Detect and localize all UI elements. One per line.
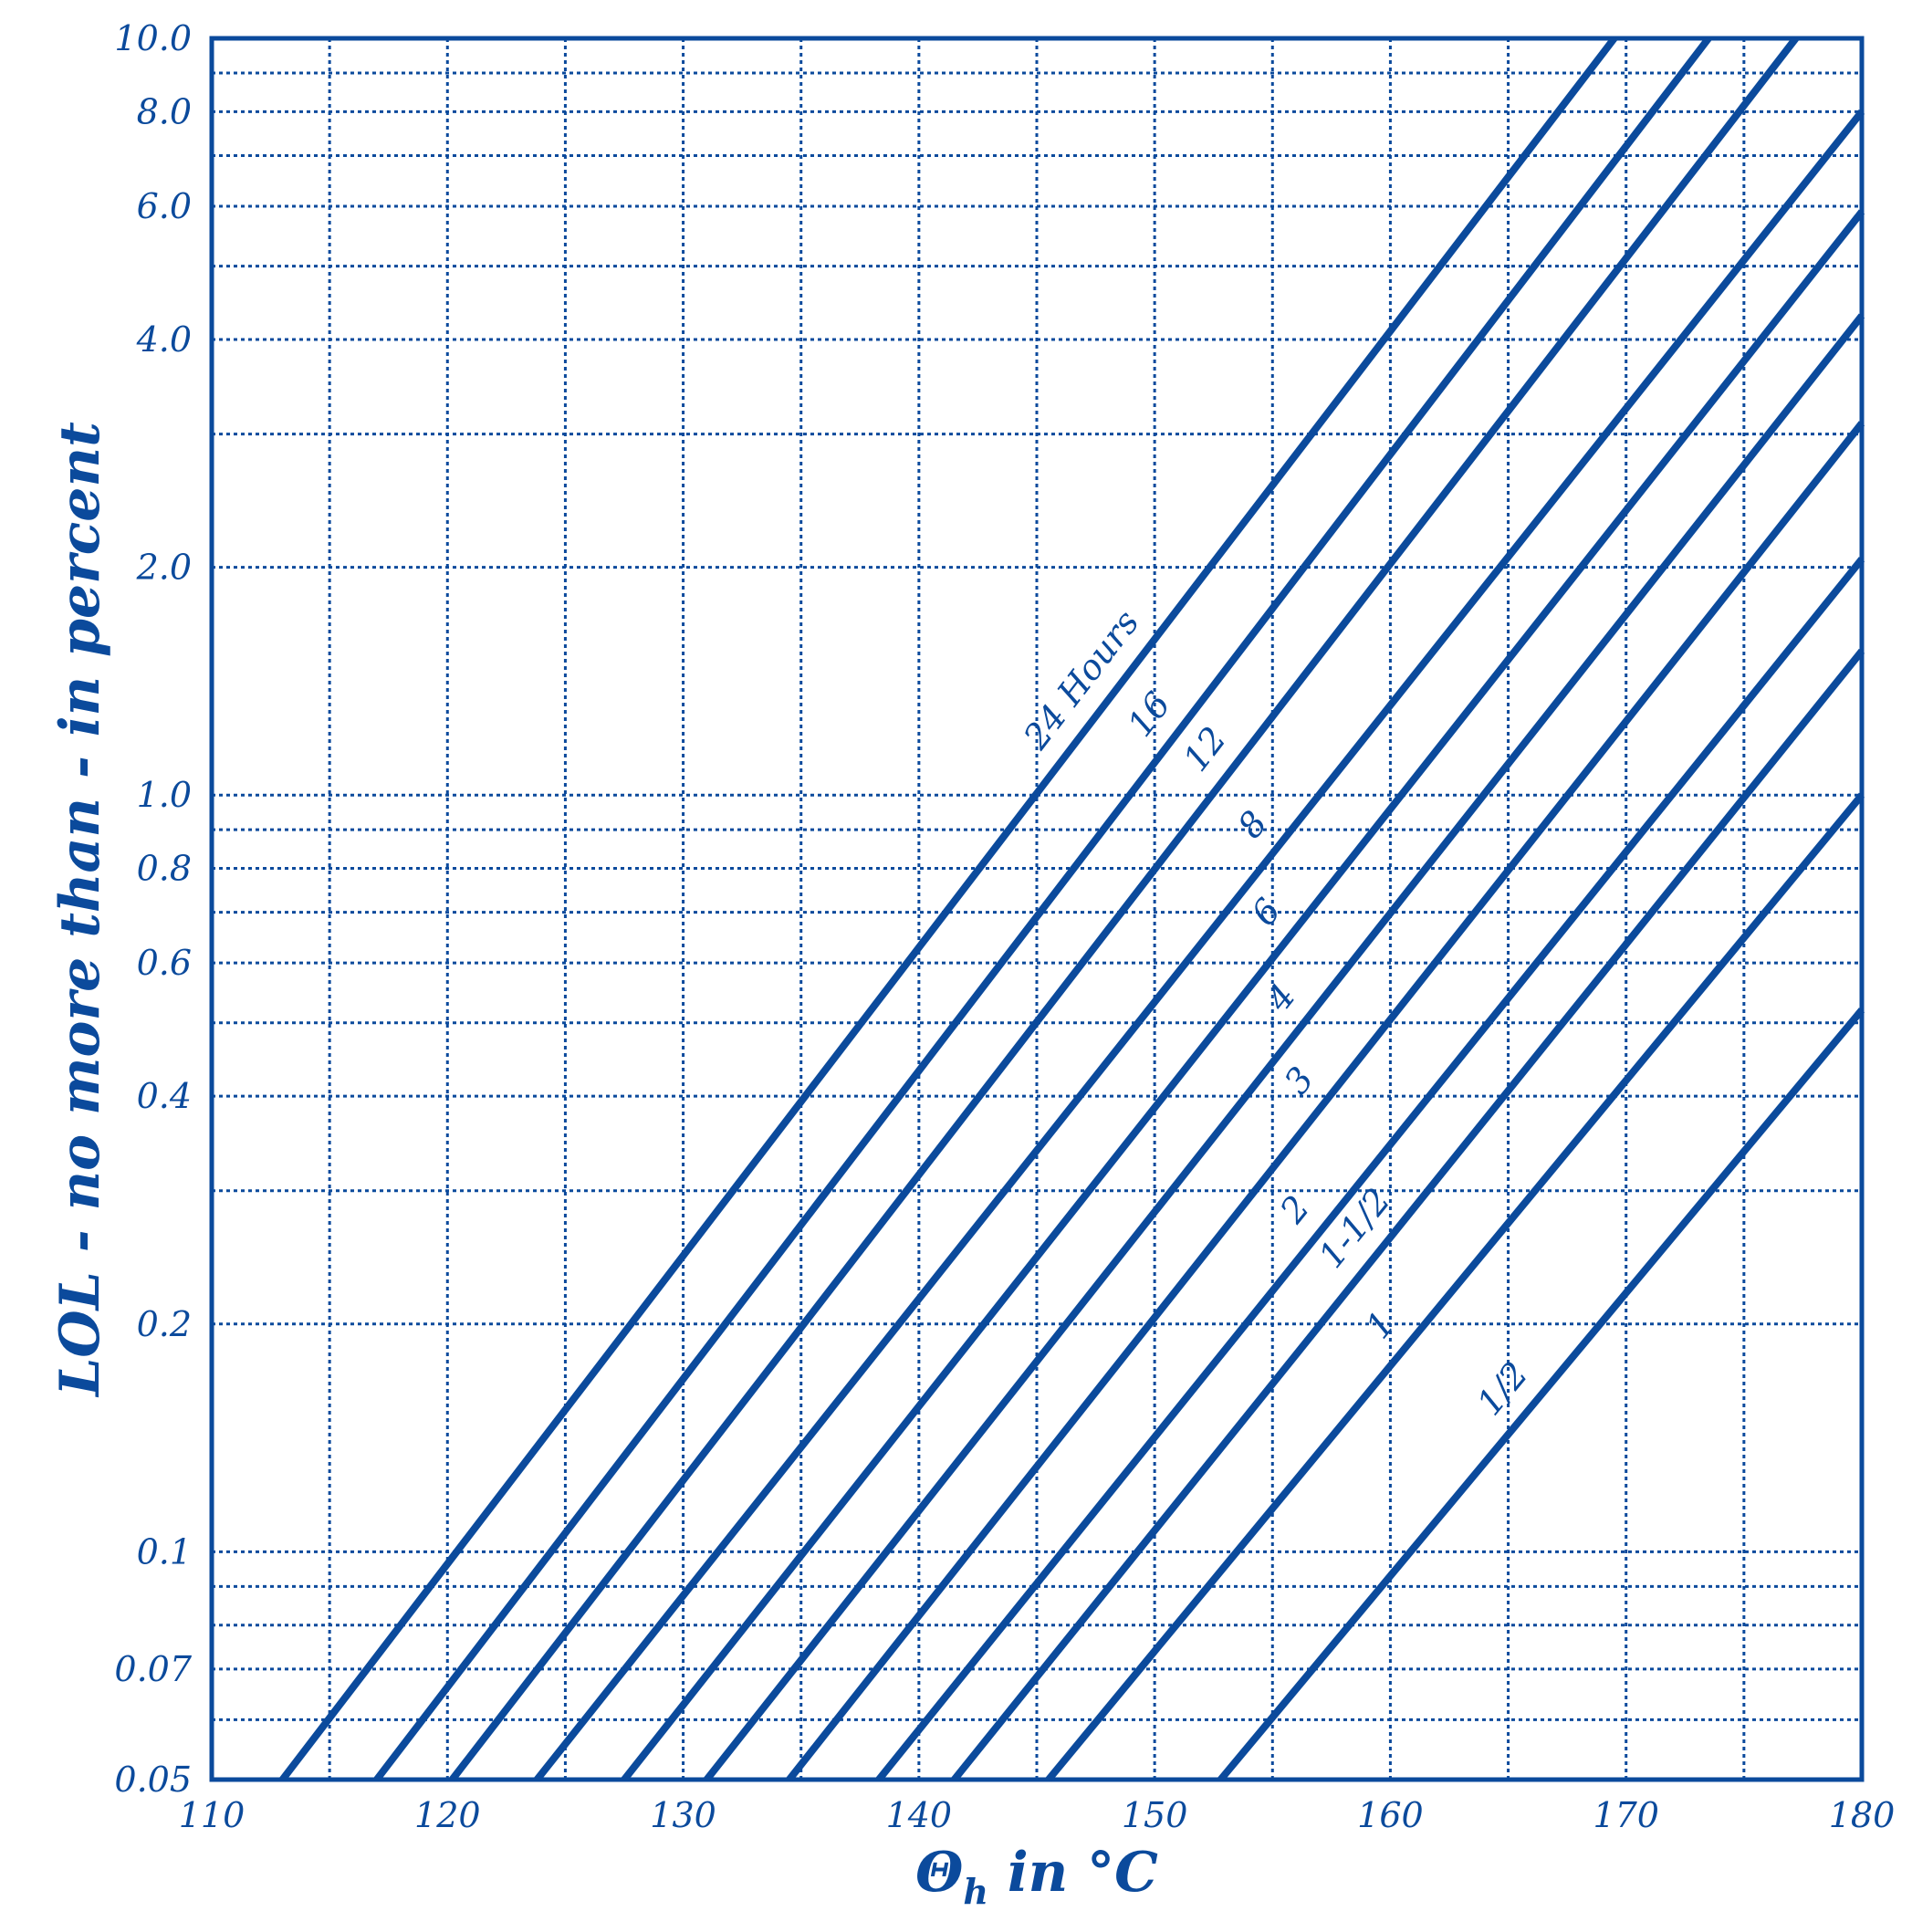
y-tick-label: 10.0 — [114, 18, 192, 58]
series-line — [1217, 1008, 1865, 1782]
series-line — [875, 557, 1865, 1782]
y-tick-labels: 0.05 0.07 0.1 0.2 0.4 0.6 0.8 1.0 2.0 4.0 6.0 8.0 10… — [114, 18, 192, 1800]
y-tick-label: 6.0 — [137, 186, 192, 226]
y-tick-label: 4.0 — [136, 319, 192, 360]
x-tick-label: 150 — [1122, 1795, 1188, 1835]
y-tick-label: 8.0 — [137, 91, 192, 131]
y-tick-label: 0.1 — [137, 1531, 192, 1572]
series-label: 4 — [1258, 976, 1303, 1019]
series-label: 8 — [1230, 803, 1275, 845]
x-tick-label: 160 — [1357, 1795, 1424, 1835]
series-label: 6 — [1243, 891, 1289, 933]
x-tick-labels: 110 120 130 140 150 160 170 180 — [179, 1795, 1896, 1835]
x-tick-label: 120 — [414, 1795, 481, 1835]
series-line — [1045, 792, 1865, 1782]
series-line — [449, 36, 1799, 1782]
series-line — [534, 109, 1865, 1782]
y-tick-label: 0.2 — [137, 1304, 192, 1344]
series-line — [621, 209, 1865, 1782]
y-axis-title: LOL - no more than - in percent — [48, 422, 112, 1398]
grid-lines — [212, 38, 1862, 1780]
y-tick-label: 1.0 — [137, 775, 192, 815]
y-tick-label: 0.6 — [137, 943, 192, 983]
y-tick-label: 0.4 — [137, 1076, 192, 1116]
series-lines — [279, 36, 1865, 1782]
y-tick-label: 0.05 — [114, 1760, 192, 1800]
series-line — [951, 648, 1865, 1782]
x-tick-label: 110 — [179, 1795, 246, 1835]
y-tick-label: 0.8 — [137, 849, 192, 889]
series-label: 2 — [1271, 1188, 1317, 1231]
x-tick-label: 170 — [1593, 1795, 1659, 1835]
series-line — [373, 36, 1712, 1782]
x-tick-label: 140 — [886, 1795, 953, 1835]
x-axis-title: Θh in °C — [915, 1841, 1158, 1912]
x-tick-label: 180 — [1829, 1795, 1896, 1835]
series-label: 1 — [1358, 1303, 1403, 1346]
x-tick-label: 130 — [650, 1795, 716, 1835]
series-line — [279, 36, 1617, 1782]
series-label: 16 — [1120, 684, 1178, 744]
series-line — [704, 313, 1865, 1782]
y-tick-label: 2.0 — [136, 548, 192, 588]
plot-frame — [209, 36, 1865, 1782]
series-line — [786, 421, 1865, 1782]
y-tick-label: 0.07 — [114, 1649, 192, 1689]
